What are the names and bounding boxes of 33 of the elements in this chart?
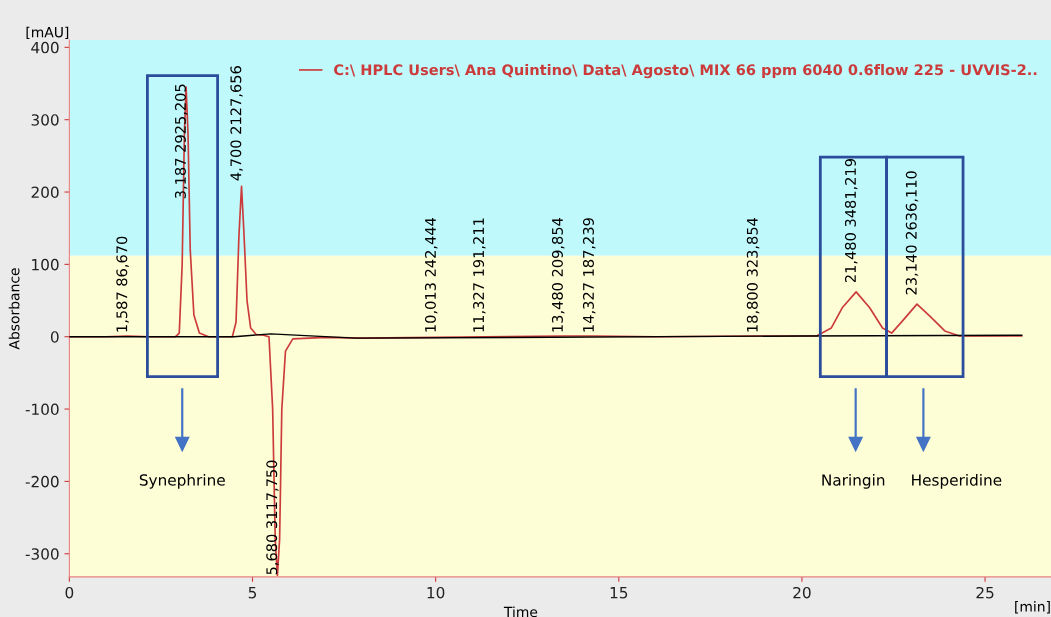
text: [mAU] [26, 26, 69, 40]
x-tick-label: 0 [65, 586, 74, 599]
y-tick-label: -100 [25, 403, 59, 416]
x-tick-label: 15 [610, 587, 628, 599]
annotation: 14,327 187,239 [582, 218, 596, 332]
annotation: 4,700 2127,656 [230, 66, 243, 181]
y-tick-label: 200 [31, 186, 59, 199]
annotation: 5,680 3117,750 [266, 460, 279, 575]
y-axis-title: Absorbance [8, 268, 20, 350]
annotation: 3,187 2925,205 [174, 84, 188, 199]
x-tick-label: 25 [976, 586, 994, 599]
y-tick-label: 400 [31, 41, 59, 54]
y-tick-label: 0 [50, 331, 59, 343]
annotation: Naringin [822, 473, 885, 489]
y-tick-label: 300 [31, 114, 59, 126]
annotation: 21,480 3481,219 [844, 158, 858, 283]
y-tick-label: -300 [25, 548, 59, 560]
annotation: Hesperidine [912, 473, 1002, 489]
x-axis-title: Time [503, 606, 538, 617]
y-tick-label: -200 [25, 475, 59, 488]
y-tick-label: 100 [32, 258, 59, 271]
x-tick-label: 20 [793, 586, 811, 599]
x-tick-label: 10 [427, 586, 445, 599]
annotation: 11,327 191,211 [473, 218, 486, 332]
x-tick-label: 5 [248, 587, 257, 599]
annotation: 10,013 242,444 [424, 217, 438, 332]
annotation: 18,800 323,854 [746, 217, 760, 332]
text: [min] [1015, 601, 1050, 614]
annotation: Synephrine [139, 473, 225, 489]
annotation: 1,587 86,670 [116, 236, 129, 332]
legend-label: C:\ HPLC Users\ Ana Quintino\ Data\ Agosto\ MIX 66 ppm 6040 0.6flow 225 - UVVIS-2.. [334, 63, 1037, 79]
annotation: 23,140 2636,110 [905, 171, 919, 295]
annotation: 13,480 209,854 [551, 217, 565, 332]
